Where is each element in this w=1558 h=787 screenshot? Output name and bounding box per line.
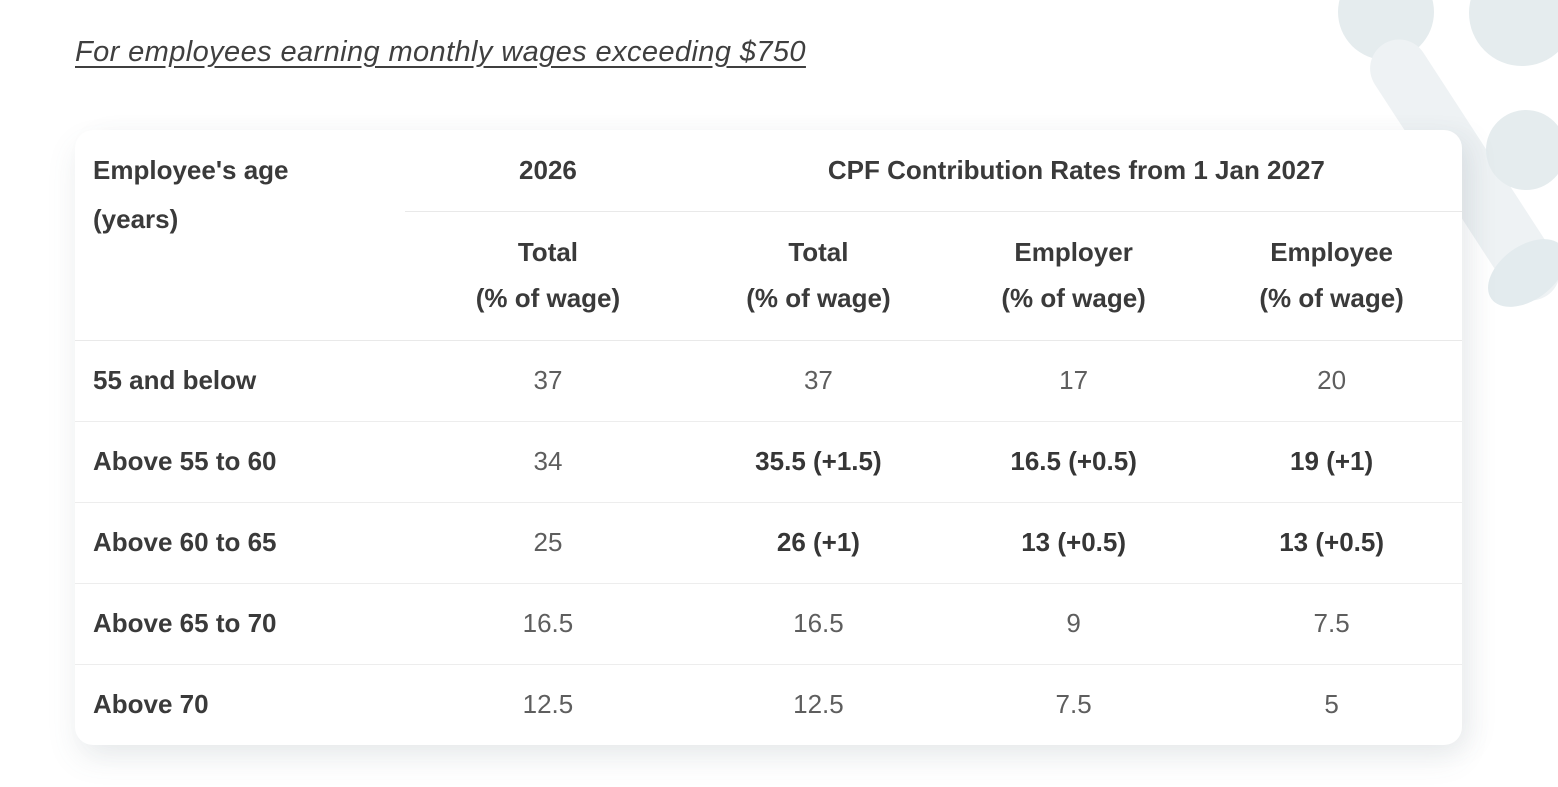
- age-band-label: Above 55 to 60: [75, 421, 406, 503]
- header-employee-age: Employee's age (years): [75, 130, 406, 341]
- rate-value: 37: [690, 340, 947, 422]
- decor-circle: [1486, 110, 1558, 190]
- table-group-header-row: Employee's age (years) 2026 CPF Contribu…: [75, 130, 1462, 341]
- header-2027-employee: Employee (% of wage): [1201, 211, 1462, 341]
- rate-value: 35.5 (+1.5): [690, 421, 947, 503]
- header-2027-employer: Employer (% of wage): [946, 211, 1202, 341]
- table-row: Above 60 to 65 25 26 (+1) 13 (+0.5) 13 (…: [75, 502, 1462, 584]
- rate-value: 26 (+1): [690, 502, 947, 584]
- table-row: Above 55 to 60 34 35.5 (+1.5) 16.5 (+0.5…: [75, 421, 1462, 503]
- rate-value: 13 (+0.5): [946, 502, 1202, 584]
- age-band-label: 55 and below: [75, 340, 406, 422]
- rate-value: 16.5 (+0.5): [946, 421, 1202, 503]
- rate-value: 16.5: [690, 583, 947, 665]
- table-row: Above 70 12.5 12.5 7.5 5: [75, 664, 1462, 745]
- table-row: 55 and below 37 37 17 20: [75, 340, 1462, 422]
- rate-value: 5: [1324, 689, 1339, 720]
- header-2026-total: Total (% of wage): [405, 211, 691, 341]
- rate-value: 19 (+1): [1201, 421, 1462, 503]
- decor-circle: [1469, 0, 1558, 66]
- age-band-label: Above 60 to 65: [75, 502, 406, 584]
- rate-value: 34: [405, 421, 691, 503]
- rate-value: 13 (+0.5): [1201, 502, 1462, 584]
- table-sub-header-row: Total (% of wage) Total (% of wage) Empl…: [75, 211, 1462, 341]
- rate-value: 7.5: [1055, 689, 1092, 720]
- rate-value: 12.5: [793, 689, 844, 720]
- header-employee-age-line2: (years): [93, 204, 179, 235]
- wage-condition-heading: For employees earning monthly wages exce…: [75, 36, 806, 68]
- rate-value: 17: [946, 340, 1202, 422]
- header-2026: 2026: [405, 130, 691, 212]
- rate-value: 20: [1201, 340, 1462, 422]
- header-employee-age-line1: Employee's age: [93, 155, 289, 185]
- rate-value: 12.5: [522, 689, 574, 720]
- table-row: Above 65 to 70 16.5 16.5 9 7.5: [75, 583, 1462, 665]
- rate-value: 37: [405, 340, 691, 422]
- cpf-rates-table: Employee's age (years) 2026 CPF Contribu…: [75, 130, 1462, 745]
- cpf-rates-table-card: Employee's age (years) 2026 CPF Contribu…: [75, 130, 1462, 745]
- rate-value: 7.5: [1201, 583, 1462, 665]
- age-band-label: Above 70: [93, 689, 209, 720]
- header-2027-total: Total (% of wage): [690, 211, 947, 341]
- rate-value: 9: [946, 583, 1202, 665]
- rate-value: 25: [405, 502, 691, 584]
- header-2027-group: CPF Contribution Rates from 1 Jan 2027: [690, 130, 1462, 212]
- age-band-label: Above 65 to 70: [75, 583, 406, 665]
- rate-value: 16.5: [405, 583, 691, 665]
